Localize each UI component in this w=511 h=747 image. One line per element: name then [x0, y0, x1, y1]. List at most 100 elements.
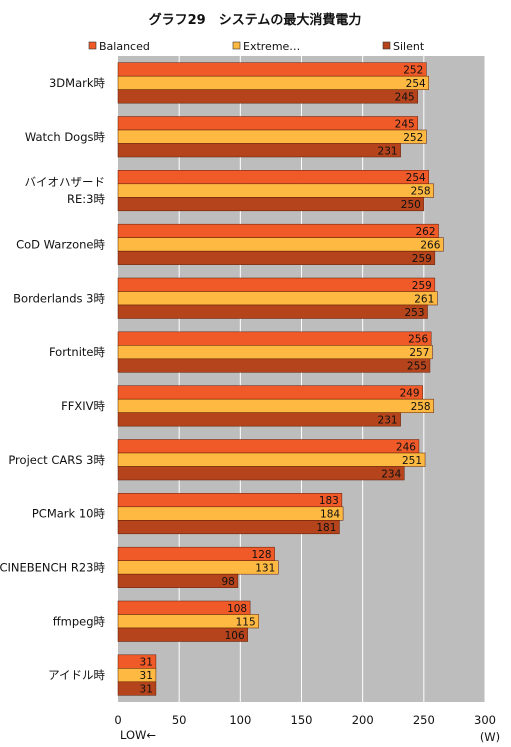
value-label-11-2: 31: [140, 684, 153, 696]
value-label-0-1: 254: [406, 78, 426, 90]
x-tick-3: 150: [291, 713, 313, 727]
bar-6-2: [117, 412, 401, 427]
bar-11-2: [117, 681, 157, 696]
legend-label-0: Balanced: [99, 40, 150, 53]
grid-lines: [178, 56, 486, 702]
bar-10-2: [117, 627, 248, 642]
bar-5-2: [117, 358, 431, 373]
value-label-6-1: 258: [411, 401, 431, 413]
category-label-8-0: PCMark 10時: [32, 507, 106, 521]
x-tick-labels: 0 50 100 150 200 250 300: [114, 713, 496, 727]
legend-swatch-2: [382, 41, 391, 50]
value-label-7-0: 246: [396, 441, 416, 453]
bar-4-1: [117, 291, 438, 306]
bar-4-2: [117, 304, 428, 319]
value-label-2-1: 258: [411, 186, 431, 198]
x-tick-4: 200: [352, 713, 374, 727]
value-label-8-2: 181: [316, 522, 336, 534]
value-label-2-0: 254: [406, 172, 426, 184]
legend: Balanced Extreme… Silent: [88, 40, 425, 53]
value-label-3-2: 259: [412, 253, 432, 265]
value-label-9-2: 98: [222, 576, 235, 588]
bar-1-2: [117, 143, 401, 158]
value-label-10-2: 106: [225, 630, 245, 642]
category-label-0-0: 3DMark時: [49, 76, 106, 90]
value-label-11-0: 31: [140, 657, 153, 669]
value-label-6-0: 249: [400, 387, 420, 399]
bar-3-1: [117, 237, 444, 252]
bar-3-2: [117, 250, 436, 265]
category-label-6-0: FFXIV時: [61, 399, 105, 413]
bar-3-0: [117, 223, 439, 238]
legend-label-1: Extreme…: [243, 40, 300, 53]
value-label-8-1: 184: [320, 509, 340, 521]
bar-8-0: [117, 493, 343, 508]
category-label-11-0: アイドル時: [48, 668, 105, 682]
bar-8-1: [117, 506, 344, 521]
bar-5-1: [117, 345, 433, 360]
value-label-3-0: 262: [415, 226, 435, 238]
value-label-0-2: 245: [395, 91, 415, 103]
legend-swatch-1: [232, 41, 241, 50]
bar-7-2: [117, 466, 405, 481]
value-label-5-0: 256: [408, 334, 428, 346]
value-label-4-0: 259: [412, 280, 432, 292]
bar-8-2: [117, 520, 340, 535]
value-label-10-0: 108: [227, 603, 247, 615]
bar-4-0: [117, 277, 436, 292]
category-label-9-0: CINEBENCH R23時: [0, 560, 105, 574]
category-label-2-1: RE:3時: [67, 192, 105, 206]
value-label-6-2: 231: [378, 414, 398, 426]
x-axis-note: LOW←: [120, 728, 156, 742]
category-label-10-0: ffmpeg時: [53, 614, 106, 628]
category-label-7-0: Project CARS 3時: [8, 453, 105, 467]
x-axis-unit: (W): [480, 730, 500, 744]
legend-label-2: Silent: [393, 40, 425, 53]
bar-7-0: [117, 439, 420, 454]
bar-2-0: [117, 170, 429, 185]
x-tick-6: 300: [474, 713, 496, 727]
bar-9-1: [117, 560, 279, 575]
bar-7-1: [117, 452, 426, 467]
bar-0-0: [117, 62, 427, 77]
bar-5-0: [117, 331, 432, 346]
x-tick-1: 50: [172, 713, 187, 727]
value-label-7-2: 234: [381, 468, 401, 480]
chart-title: グラフ29 システムの最大消費電力: [149, 12, 362, 28]
category-label-2-0: バイオハザード: [25, 175, 106, 189]
bar-2-2: [117, 197, 425, 212]
value-label-4-1: 261: [414, 293, 434, 305]
value-label-8-0: 183: [319, 495, 339, 507]
x-tick-5: 250: [413, 713, 435, 727]
value-label-0-0: 252: [403, 64, 423, 76]
value-label-9-0: 128: [252, 549, 272, 561]
bar-6-0: [117, 385, 423, 400]
bar-0-1: [117, 75, 429, 90]
value-label-3-1: 266: [420, 239, 440, 251]
category-label-5-0: Fortnite時: [49, 345, 106, 359]
x-tick-0: 0: [114, 713, 121, 727]
category-label-4-0: Borderlands 3時: [13, 291, 105, 305]
legend-swatch-0: [88, 41, 97, 50]
bars: 2522542452452522312542582502622662592592…: [117, 62, 444, 696]
bar-2-1: [117, 183, 434, 198]
bar-6-1: [117, 398, 434, 413]
x-tick-2: 100: [229, 713, 251, 727]
value-label-7-1: 251: [402, 455, 422, 467]
category-label-3-0: CoD Warzone時: [16, 237, 105, 251]
bar-1-1: [117, 129, 427, 144]
bar-9-2: [117, 573, 239, 588]
category-label-1-0: Watch Dogs時: [25, 130, 106, 144]
value-label-2-2: 250: [401, 199, 421, 211]
value-label-9-1: 131: [255, 562, 275, 574]
value-label-1-2: 231: [378, 145, 398, 157]
value-label-11-1: 31: [140, 670, 153, 682]
value-label-4-2: 253: [404, 307, 424, 319]
value-label-1-0: 245: [395, 118, 415, 130]
value-label-5-1: 257: [409, 347, 429, 359]
value-label-5-2: 255: [407, 361, 427, 373]
value-label-10-1: 115: [236, 616, 256, 628]
value-label-1-1: 252: [403, 132, 423, 144]
